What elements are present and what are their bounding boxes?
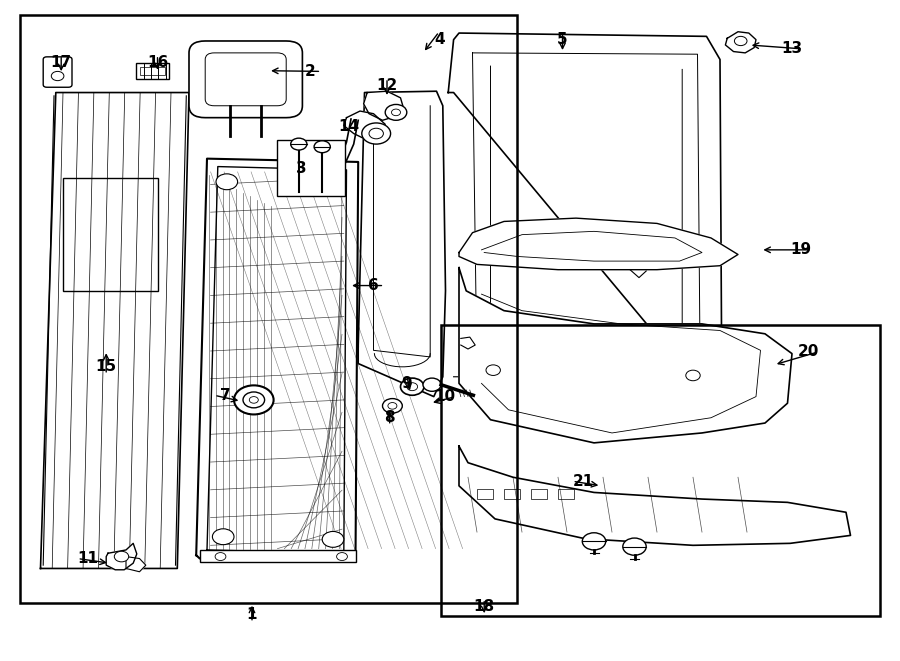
Text: 14: 14 (338, 120, 360, 134)
Circle shape (388, 403, 397, 409)
Text: 1: 1 (247, 607, 257, 622)
Circle shape (322, 531, 344, 547)
FancyBboxPatch shape (43, 57, 72, 87)
Circle shape (686, 370, 700, 381)
FancyBboxPatch shape (136, 63, 169, 79)
Text: 10: 10 (434, 389, 455, 404)
Text: 7: 7 (220, 388, 230, 403)
Circle shape (369, 128, 383, 139)
Circle shape (582, 533, 606, 550)
Circle shape (486, 365, 500, 375)
Circle shape (392, 109, 400, 116)
Text: 12: 12 (376, 79, 398, 93)
Circle shape (314, 141, 330, 153)
Circle shape (291, 138, 307, 150)
Circle shape (734, 36, 747, 46)
Bar (477, 489, 493, 499)
Circle shape (407, 383, 418, 391)
Text: 13: 13 (781, 42, 803, 56)
Text: 18: 18 (473, 600, 495, 614)
Polygon shape (196, 159, 358, 559)
Bar (441, 325, 880, 616)
Polygon shape (459, 218, 738, 270)
Circle shape (212, 529, 234, 545)
Polygon shape (358, 91, 446, 397)
Circle shape (400, 378, 424, 395)
Circle shape (362, 123, 391, 144)
Circle shape (324, 177, 346, 193)
Text: 16: 16 (147, 56, 168, 70)
Text: 17: 17 (50, 56, 72, 70)
Bar (63, 178, 158, 291)
Text: 21: 21 (572, 474, 594, 488)
Circle shape (215, 553, 226, 561)
Circle shape (216, 174, 238, 190)
Bar (277, 140, 345, 196)
Bar (504, 489, 520, 499)
Polygon shape (448, 33, 722, 403)
Text: 11: 11 (77, 551, 99, 566)
Circle shape (382, 399, 402, 413)
Circle shape (51, 71, 64, 81)
Text: 4: 4 (434, 32, 445, 47)
Bar (140, 67, 165, 75)
Text: 15: 15 (95, 360, 117, 374)
Text: 5: 5 (557, 32, 568, 47)
Bar (531, 489, 547, 499)
Circle shape (423, 378, 441, 391)
Circle shape (623, 538, 646, 555)
Polygon shape (459, 446, 850, 545)
Polygon shape (344, 111, 385, 140)
Polygon shape (126, 557, 146, 572)
Bar (20, 15, 517, 603)
Circle shape (385, 104, 407, 120)
Bar (558, 489, 574, 499)
FancyBboxPatch shape (189, 41, 302, 118)
Circle shape (249, 397, 258, 403)
Text: 9: 9 (401, 376, 412, 391)
Text: 8: 8 (384, 410, 395, 425)
Polygon shape (459, 268, 792, 443)
Circle shape (337, 553, 347, 561)
Text: 3: 3 (296, 161, 307, 176)
Polygon shape (106, 543, 137, 570)
Text: 6: 6 (368, 278, 379, 293)
Circle shape (243, 392, 265, 408)
FancyBboxPatch shape (205, 53, 286, 106)
Text: 19: 19 (790, 243, 812, 257)
Text: 20: 20 (797, 344, 819, 359)
Polygon shape (40, 93, 189, 568)
Polygon shape (725, 32, 756, 53)
Text: 2: 2 (305, 64, 316, 79)
Circle shape (234, 385, 274, 414)
Polygon shape (364, 91, 403, 120)
Circle shape (114, 551, 129, 562)
Bar (200, 550, 356, 562)
Polygon shape (461, 337, 475, 349)
